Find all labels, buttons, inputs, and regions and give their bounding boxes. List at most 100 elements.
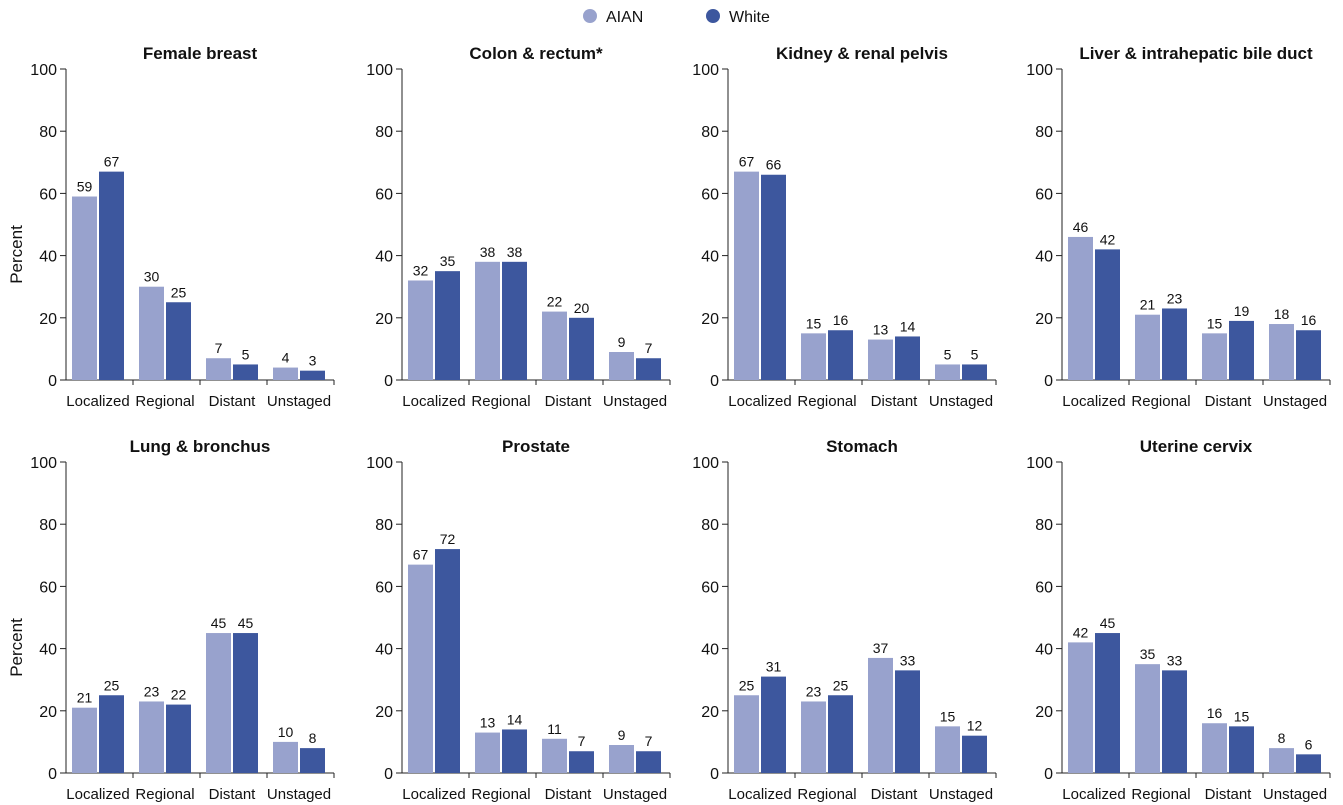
y-tick-label: 80 [1035,124,1053,141]
y-tick-label: 20 [39,311,57,328]
y-tick-label: 60 [1035,186,1053,203]
y-tick-label: 80 [1035,517,1053,534]
y-tick-label: 60 [39,186,57,203]
data-label: 38 [507,244,523,260]
panel-title: Female breast [143,44,258,63]
y-tick-label: 100 [692,455,719,472]
bar-white-regional [1162,670,1187,773]
y-tick-label: 40 [375,249,393,266]
bar-white-distant [233,633,258,773]
data-label: 25 [833,677,849,693]
y-tick-label: 40 [375,642,393,659]
x-tick-label: Unstaged [603,786,667,803]
y-tick-label: 0 [710,766,719,783]
x-tick-label: Unstaged [1263,393,1327,410]
data-label: 42 [1073,624,1089,640]
bar-white-unstaged [1296,330,1321,380]
data-label: 20 [574,300,590,316]
panel-3: Kidney & renal pelvis 0 20 40 60 80 100 67 66 Loc… [692,44,997,410]
data-label: 5 [242,346,250,362]
panel-5: Lung & bronchus 0 20 40 60 80 100 Percent 21 25 Lo… [7,437,335,803]
bar-white-regional [828,695,853,773]
data-label: 4 [282,350,290,366]
bar-white-distant [895,336,920,380]
bar-aian-localized [408,280,433,380]
data-label: 42 [1100,231,1116,247]
x-tick-label: Distant [209,393,257,410]
y-tick-label: 20 [701,704,719,721]
data-label: 67 [413,547,429,563]
y-tick-label: 40 [1035,249,1053,266]
y-tick-label: 0 [48,373,57,390]
bar-aian-unstaged [609,745,634,773]
y-tick-label: 100 [30,62,57,79]
y-tick-label: 80 [701,124,719,141]
data-label: 25 [171,284,187,300]
data-label: 9 [618,334,626,350]
y-tick-label: 80 [375,517,393,534]
data-label: 21 [1140,297,1156,313]
data-label: 7 [215,340,223,356]
data-label: 5 [944,346,952,362]
panel-4: Liver & intrahepatic bile duct 0 20 40 60 80 1… [1026,44,1331,410]
y-tick-label: 100 [366,455,393,472]
bar-white-unstaged [300,370,325,380]
bar-aian-regional [801,701,826,773]
bar-white-distant [1229,726,1254,773]
bar-aian-distant [542,311,567,380]
x-tick-label: Regional [135,786,194,803]
panel-1: Female breast 0 20 40 60 80 100 Percent 59 67 Loca… [7,44,335,410]
panel-title: Kidney & renal pelvis [776,44,948,63]
bar-aian-regional [139,701,164,773]
bar-aian-distant [542,738,567,773]
y-tick-label: 100 [1026,62,1053,79]
bar-white-unstaged [962,735,987,773]
y-tick-label: 100 [1026,455,1053,472]
bar-aian-distant [206,358,231,380]
data-label: 22 [171,687,187,703]
x-tick-label: Localized [402,393,465,410]
bar-aian-unstaged [1269,324,1294,380]
data-label: 7 [645,733,653,749]
data-label: 72 [440,531,456,547]
data-label: 33 [1167,652,1183,668]
y-tick-label: 40 [39,249,57,266]
data-label: 3 [309,353,317,369]
data-label: 23 [1167,290,1183,306]
bar-aian-distant [206,633,231,773]
data-label: 22 [547,294,563,310]
data-label: 37 [873,640,889,656]
bar-aian-unstaged [609,352,634,380]
bar-white-regional [502,261,527,380]
data-label: 18 [1274,306,1290,322]
x-tick-label: Regional [797,786,856,803]
data-label: 30 [144,269,160,285]
panel-7: Stomach 0 20 40 60 80 100 25 31 Localized 23 25 Regi… [692,437,997,803]
bar-aian-localized [408,564,433,773]
y-tick-label: 20 [1035,311,1053,328]
panel-2: Colon & rectum* 0 20 40 60 80 100 32 35 Localized… [366,44,671,410]
data-label: 67 [104,154,120,170]
bar-white-distant [895,670,920,773]
x-tick-label: Distant [545,786,593,803]
y-tick-label: 80 [39,517,57,534]
data-label: 35 [440,253,456,269]
data-label: 66 [766,157,782,173]
data-label: 9 [618,727,626,743]
bar-aian-unstaged [1269,748,1294,773]
data-label: 7 [645,340,653,356]
data-label: 33 [900,652,916,668]
panel-title: Prostate [502,437,570,456]
legend-label-white: White [729,9,770,26]
x-tick-label: Regional [1131,786,1190,803]
bar-aian-regional [475,732,500,773]
data-label: 16 [833,312,849,328]
data-label: 23 [144,683,160,699]
data-label: 25 [104,677,120,693]
y-tick-label: 60 [701,579,719,596]
bar-white-unstaged [962,364,987,380]
panel-title: Stomach [826,437,898,456]
y-tick-label: 60 [1035,579,1053,596]
data-label: 14 [507,711,523,727]
data-label: 16 [1301,312,1317,328]
